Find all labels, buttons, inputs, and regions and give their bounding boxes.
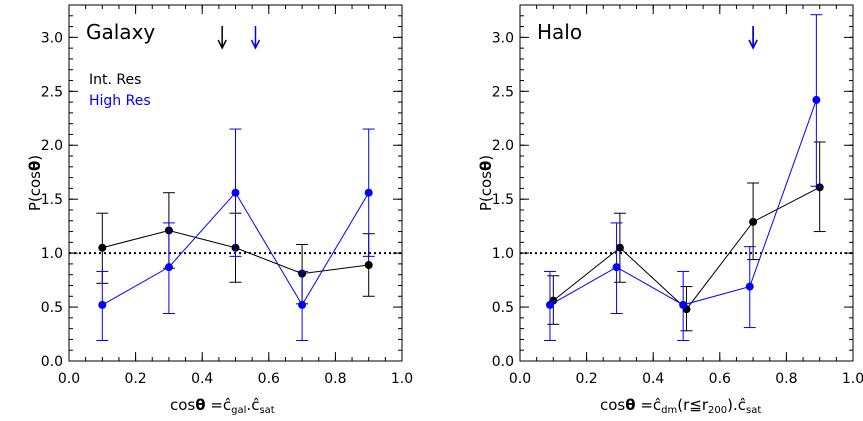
y-tick-label: 0.5 bbox=[492, 300, 514, 316]
data-point bbox=[164, 263, 173, 272]
x-tick-label: 0.6 bbox=[258, 371, 280, 387]
y-axis-label: P(cosθ) bbox=[26, 155, 44, 211]
y-tick-label: 0.5 bbox=[41, 300, 63, 316]
series-high-res bbox=[543, 14, 823, 342]
y-tick-label: 2.5 bbox=[41, 84, 63, 100]
data-point bbox=[364, 260, 373, 269]
y-tick-label: 2.5 bbox=[492, 84, 514, 100]
legend-int-res: Int. Res bbox=[89, 72, 141, 88]
data-point bbox=[745, 282, 754, 291]
panel-title: Galaxy bbox=[86, 20, 155, 44]
legend-high-res: High Res bbox=[89, 93, 151, 109]
axis-ticks: 0.0 0.2 0.4 0.6 0.8 1.0 0.0 0.5 1.0 1.5 2.0 2.5 3.0 bbox=[41, 4, 413, 387]
y-tick-label: 0.0 bbox=[41, 354, 63, 370]
y-tick-label: 1.5 bbox=[492, 192, 514, 208]
x-tick-label: 0.6 bbox=[709, 371, 731, 387]
arrow-marker bbox=[217, 26, 227, 50]
arrow-markers bbox=[217, 26, 261, 50]
y-tick-label: 3.0 bbox=[492, 30, 514, 46]
x-tick-label: 0.0 bbox=[58, 371, 80, 387]
data-point bbox=[679, 300, 688, 309]
panel-title: Halo bbox=[537, 20, 582, 44]
x-tick-label: 0.2 bbox=[575, 371, 597, 387]
data-point bbox=[812, 95, 821, 104]
x-tick-label: 0.2 bbox=[124, 371, 146, 387]
x-tick-label: 1.0 bbox=[842, 371, 863, 387]
x-tick-label: 0.4 bbox=[642, 371, 664, 387]
arrow-markers bbox=[748, 26, 758, 50]
y-tick-label: 2.0 bbox=[41, 138, 63, 154]
x-tick-label: 0.4 bbox=[191, 371, 213, 387]
series-int-res bbox=[547, 141, 826, 332]
data-point bbox=[815, 183, 824, 192]
x-tick-label: 1.0 bbox=[391, 371, 413, 387]
y-tick-label: 0.0 bbox=[492, 354, 514, 370]
data-point bbox=[545, 300, 554, 309]
data-point bbox=[298, 300, 307, 309]
y-tick-label: 1.0 bbox=[492, 246, 514, 262]
data-point bbox=[615, 243, 624, 252]
axis-ticks: 0.0 0.2 0.4 0.6 0.8 1.0 0.0 0.5 1.0 1.5 2.0 2.5 3.0 bbox=[492, 4, 863, 387]
y-tick-label: 1.5 bbox=[41, 192, 63, 208]
y-tick-label: 3.0 bbox=[41, 30, 63, 46]
data-point bbox=[98, 300, 107, 309]
x-tick-label: 0.8 bbox=[324, 371, 346, 387]
x-axis-label: cosθ =ĉgal.ĉsat bbox=[170, 396, 275, 416]
data-point bbox=[364, 188, 373, 197]
data-point bbox=[98, 243, 107, 252]
x-tick-label: 0.8 bbox=[775, 371, 797, 387]
x-tick-label: 0.0 bbox=[509, 371, 531, 387]
data-point bbox=[612, 263, 621, 272]
arrow-marker bbox=[250, 26, 261, 50]
series-high-res bbox=[96, 128, 375, 342]
data-series bbox=[543, 14, 826, 342]
panel-halo: 0.0 0.2 0.4 0.6 0.8 1.00.00.51.01.52.02.53.0 … bbox=[477, 4, 863, 416]
data-point bbox=[231, 188, 240, 197]
y-tick-label: 2.0 bbox=[492, 138, 514, 154]
data-point bbox=[749, 217, 758, 226]
arrow-marker bbox=[748, 26, 758, 50]
y-axis-label: P(cosθ) bbox=[477, 155, 495, 211]
y-tick-label: 1.0 bbox=[41, 246, 63, 262]
x-axis-label: cosθ =ĉdm(r≦r200).ĉsat bbox=[600, 396, 761, 416]
panel-galaxy: 0.0 0.2 0.4 0.6 0.8 1.00.00.51.01.52.02.53.0 … bbox=[26, 4, 413, 416]
data-series bbox=[96, 128, 375, 342]
